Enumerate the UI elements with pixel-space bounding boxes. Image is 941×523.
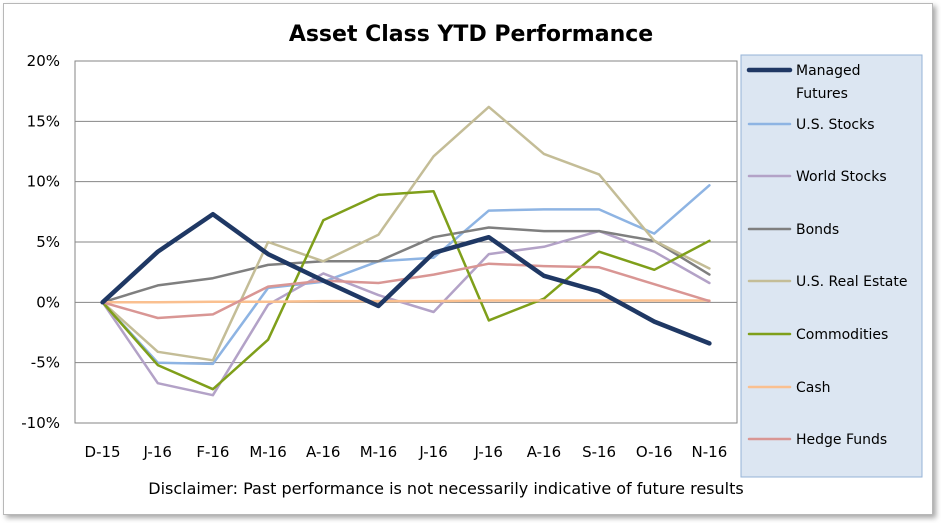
x-tick-label: D-15	[85, 443, 121, 461]
x-tick-label: F-16	[196, 443, 229, 461]
y-tick-label: -10%	[21, 414, 60, 432]
legend: Managed Futures U.S. Stocks World Stocks Bon…	[746, 63, 907, 448]
series-line-cash	[101, 299, 711, 304]
x-tick-label: O-16	[636, 443, 673, 461]
legend-label-commodities: Commodities	[796, 327, 888, 343]
legend-label-u-s-stocks: U.S. Stocks	[796, 117, 875, 133]
y-tick-label: 15%	[27, 112, 60, 130]
y-axis-tick-labels: -10% -5% 0% 5% 10% 15% 20%	[21, 52, 60, 432]
legend-label-u-s-real-estate: U.S. Real Estate	[796, 274, 907, 290]
series-line-bonds	[101, 226, 711, 304]
x-axis-tick-labels: D-15 J-16 F-16 M-16 A-16 M-16 J-16 J-16 A-16 S-16…	[85, 443, 728, 461]
x-tick-label: N-16	[692, 443, 728, 461]
y-tick-label: 10%	[27, 173, 60, 191]
series-line-u-s-stocks	[101, 184, 711, 366]
x-tick-label: A-16	[306, 443, 340, 461]
legend-label-cash: Cash	[796, 380, 831, 396]
legend-label-world-stocks: World Stocks	[796, 169, 887, 185]
legend-box	[740, 54, 923, 478]
x-tick-label: M-16	[249, 443, 286, 461]
legend-label-managed-futures: Managed Futures	[796, 63, 861, 102]
x-tick-label: S-16	[582, 443, 616, 461]
series-lines	[100, 105, 712, 397]
y-tick-label: -5%	[31, 354, 60, 372]
x-tick-label: J-16	[143, 443, 172, 461]
series-line-commodities	[101, 190, 711, 391]
y-tick-label: 20%	[27, 52, 60, 70]
series-line-managed-futures	[100, 211, 712, 346]
x-tick-label: J-16	[418, 443, 447, 461]
x-tick-label: J-16	[474, 443, 503, 461]
chart-title: Asset Class YTD Performance	[289, 22, 653, 47]
disclaimer-text: Disclaimer: Past performance is not nece…	[148, 479, 743, 498]
legend-label-hedge-funds: Hedge Funds	[796, 432, 887, 448]
y-tick-label: 0%	[36, 293, 60, 311]
series-line-world-stocks	[101, 229, 711, 397]
x-tick-label: A-16	[527, 443, 561, 461]
series-line-u-s-real-estate	[101, 105, 711, 362]
y-tick-label: 5%	[36, 233, 60, 251]
x-tick-label: M-16	[360, 443, 397, 461]
legend-label-bonds: Bonds	[796, 222, 839, 238]
